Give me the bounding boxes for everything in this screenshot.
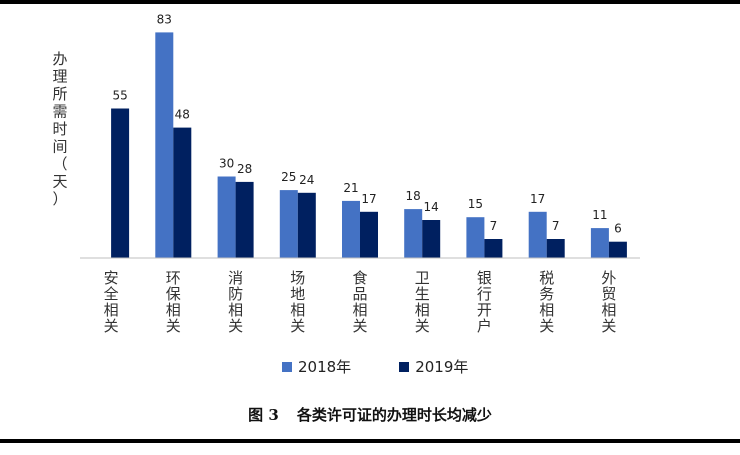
category-label-2: 消防相关 <box>228 269 243 335</box>
y-axis-label: 办理所需时间（天） <box>52 50 67 208</box>
bar-2018-5 <box>404 209 423 258</box>
bar-2018-2 <box>217 176 236 258</box>
category-label-6: 银行开户 <box>477 269 492 335</box>
top-rule <box>0 0 740 4</box>
category-label-4: 食品相关 <box>352 269 367 335</box>
legend-swatch-2018 <box>282 361 292 372</box>
bar-2019-6 <box>484 239 503 258</box>
bottom-rule <box>0 439 740 443</box>
value-label-2018-8: 11 <box>592 208 607 222</box>
bar-2018-8 <box>590 228 609 258</box>
legend-label-2018: 2018年 <box>298 358 352 376</box>
value-label-2019-5: 14 <box>424 200 439 214</box>
legend-item-2019: 2019年 <box>399 356 468 377</box>
value-label-2018-6: 15 <box>468 197 483 211</box>
value-label-2018-1: 83 <box>157 12 172 26</box>
value-label-2018-2: 30 <box>219 157 234 171</box>
value-label-2019-1: 48 <box>175 108 190 122</box>
value-label-2018-4: 21 <box>343 181 358 195</box>
value-label-2019-7: 7 <box>552 219 560 233</box>
figure-title: 各类许可证的办理时长均减少 <box>296 406 492 424</box>
category-label-8: 外贸相关 <box>601 269 616 335</box>
bar-2019-8 <box>608 241 627 258</box>
bar-2019-4 <box>360 211 378 258</box>
bar-2019-5 <box>422 220 441 258</box>
value-label-2019-6: 7 <box>490 219 498 233</box>
legend-item-2018: 2018年 <box>282 356 351 377</box>
bar-2019-0 <box>111 108 130 258</box>
legend-label-2019: 2019年 <box>415 358 469 376</box>
bar-2018-3 <box>279 190 298 258</box>
value-label-2019-4: 17 <box>361 192 376 206</box>
bar-2018-7 <box>528 211 547 258</box>
category-label-0: 安全相关 <box>104 269 119 335</box>
category-label-3: 场地相关 <box>290 269 305 335</box>
value-label-2018-3: 25 <box>281 170 296 184</box>
category-label-1: 环保相关 <box>166 269 181 335</box>
value-label-2019-3: 24 <box>299 173 314 187</box>
figure-caption: 图 3 各类许可证的办理时长均减少 <box>0 404 740 425</box>
legend-swatch-2019 <box>399 361 410 372</box>
value-label-2019-8: 6 <box>614 222 622 236</box>
bar-2019-2 <box>235 181 254 258</box>
figure-number: 图 3 <box>248 406 279 424</box>
bar-2019-7 <box>546 239 565 258</box>
bar-2019-1 <box>173 127 192 258</box>
bar-2018-1 <box>155 32 174 259</box>
value-label-2018-5: 18 <box>406 189 421 203</box>
legend: 2018年 2019年 <box>282 356 516 377</box>
bar-2019-3 <box>297 192 316 258</box>
category-label-7: 税务相关 <box>539 269 554 335</box>
value-label-2019-0: 55 <box>112 89 127 103</box>
category-label-5: 卫生相关 <box>415 269 430 335</box>
bar-2018-6 <box>466 217 485 258</box>
value-label-2019-2: 28 <box>237 162 252 176</box>
y-axis-label-text: 办理所需时间（天） <box>52 50 67 208</box>
bar-2018-4 <box>342 200 360 258</box>
value-label-2018-7: 17 <box>530 192 545 206</box>
